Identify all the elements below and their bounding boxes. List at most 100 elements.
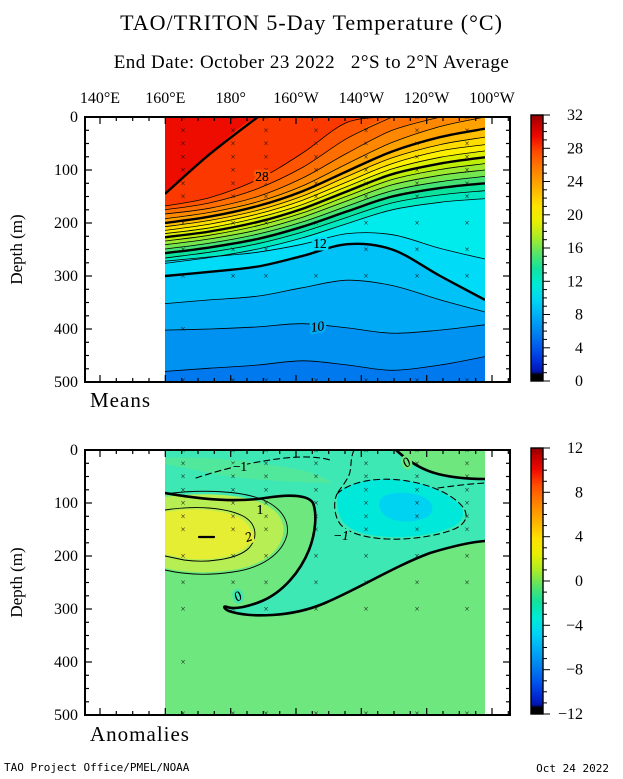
isotherm-contour: [165, 323, 485, 334]
station-marker: ×: [464, 551, 469, 561]
station-marker: ×: [263, 498, 268, 508]
station-marker: ×: [263, 139, 268, 149]
station-marker: ×: [464, 245, 469, 255]
station-marker: ×: [230, 139, 235, 149]
station-marker: ×: [464, 604, 469, 614]
station-marker: ×: [363, 113, 368, 123]
station-marker: ×: [464, 498, 469, 508]
station-marker: ×: [363, 551, 368, 561]
isotherm-contour: [165, 356, 485, 372]
colorbar-tick-label: −4: [566, 617, 583, 634]
isotherm-contour: [165, 117, 393, 207]
isotherm-contour: [165, 156, 485, 239]
station-marker: ×: [313, 551, 318, 561]
isotherm-contour: [165, 136, 485, 228]
station-marker: ×: [363, 485, 368, 495]
station-marker: ×: [464, 165, 469, 175]
station-marker: ×: [414, 604, 419, 614]
x-tick-label: 100°W: [469, 90, 515, 107]
station-marker: ×: [464, 139, 469, 149]
station-marker: ×: [263, 218, 268, 228]
isotherm-contour: [165, 117, 393, 211]
station-marker: ×: [363, 511, 368, 521]
dashed-minus1-right: [437, 482, 485, 489]
station-marker: ×: [180, 375, 185, 385]
isotherm-contour: [165, 163, 485, 242]
isotherm-contour: [165, 127, 485, 225]
station-marker: ×: [230, 375, 235, 385]
y-tick-label: 200: [54, 215, 78, 232]
y-tick-label: 400: [54, 654, 78, 671]
y-tick-label: 0: [70, 442, 78, 459]
y-tick-label: 500: [54, 707, 78, 724]
axes: [84, 116, 511, 716]
station-marker: ×: [263, 192, 268, 202]
station-marker: ×: [230, 472, 235, 482]
station-marker: ×: [230, 178, 235, 188]
station-marker: ×: [263, 458, 268, 468]
station-marker: ×: [464, 271, 469, 281]
station-marker: ×: [180, 192, 185, 202]
station-marker: ×: [363, 375, 368, 385]
station-marker: ×: [230, 152, 235, 162]
station-marker: ×: [230, 485, 235, 495]
colorbar-tick-label: 0: [575, 573, 583, 590]
station-marker: ×: [263, 375, 268, 385]
station-marker: ×: [414, 446, 419, 456]
station-marker: ×: [414, 139, 419, 149]
thick-zero-corner: [394, 450, 485, 481]
blue-core: [379, 492, 433, 522]
station-marker: ×: [313, 113, 318, 123]
station-marker: ×: [464, 125, 469, 135]
station-marker: ×: [414, 165, 419, 175]
contour-label: 2: [243, 528, 255, 544]
footer-date: Oct 24 2022: [536, 762, 609, 775]
colorbar-tick-label: 8: [575, 484, 583, 501]
colorbar-ticks: [543, 114, 550, 382]
station-marker: ×: [180, 178, 185, 188]
isotherm-contour: [165, 150, 485, 234]
station-marker: ×: [414, 218, 419, 228]
contour-plus1: [165, 490, 288, 575]
station-marker: ×: [263, 578, 268, 588]
station-marker: ×: [363, 125, 368, 135]
station-marker: ×: [363, 578, 368, 588]
station-marker: ×: [313, 125, 318, 135]
station-marker: ×: [263, 708, 268, 718]
station-marker: ×: [313, 498, 318, 508]
station-marker: ×: [230, 525, 235, 535]
contour-label: 28: [255, 169, 269, 184]
station-marker: ×: [464, 113, 469, 123]
anomalies-panel: × × × × × × × × × × × × × × × × × × × × × × × × × × × × × × × × × × × × × × × ×…: [165, 446, 485, 718]
means-caption: Means: [90, 388, 151, 412]
station-marker: ×: [180, 708, 185, 718]
station-marker: ×: [363, 498, 368, 508]
dashed-minus1-topleft: [195, 456, 331, 479]
station-marker: ×: [180, 245, 185, 255]
y-tick-label: 0: [70, 109, 78, 126]
station-marker: ×: [180, 324, 185, 334]
station-marker: ×: [180, 218, 185, 228]
station-marker: ×: [180, 472, 185, 482]
station-marker: ×: [230, 125, 235, 135]
station-marker: ×: [230, 604, 235, 614]
station-marker: ×: [180, 498, 185, 508]
contour-label: 10: [310, 318, 326, 335]
colorbar-tick-label: −8: [566, 662, 583, 679]
depth-axis-label: Depth (m): [7, 547, 26, 617]
station-marker: ×: [414, 178, 419, 188]
isotherm-contour: [165, 190, 485, 259]
contour-label: 12: [313, 236, 327, 251]
means-panel: × × × × × × × × × × × × × × × × × × × × × × × × × × × × × × × × × × × × × × × ×…: [165, 113, 485, 385]
station-marker: ×: [263, 271, 268, 281]
station-marker: ×: [363, 178, 368, 188]
station-marker: ×: [414, 708, 419, 718]
station-marker: ×: [263, 485, 268, 495]
station-marker: ×: [263, 113, 268, 123]
station-marker: ×: [263, 446, 268, 456]
isotherm-contour: [165, 169, 485, 246]
station-marker: ×: [230, 218, 235, 228]
contour-label: −1: [333, 528, 349, 543]
station-marker: ×: [313, 458, 318, 468]
